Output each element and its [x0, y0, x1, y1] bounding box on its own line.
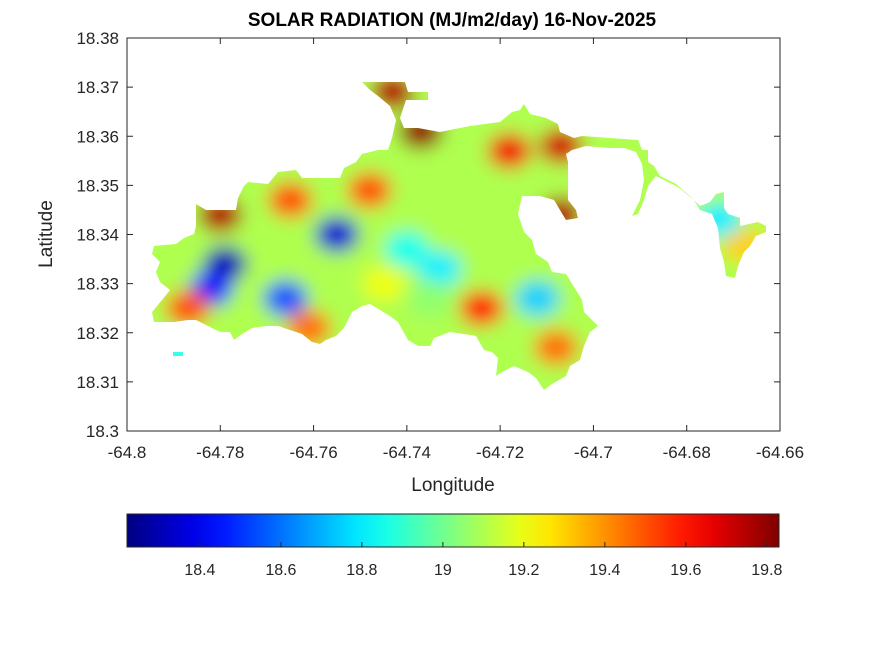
chart-title: SOLAR RADIATION (MJ/m2/day) 16-Nov-2025: [248, 10, 657, 31]
y-tick-label: 18.36: [76, 127, 119, 146]
colorbar-tick-label: 18.6: [265, 562, 296, 579]
y-tick-label: 18.33: [76, 275, 119, 294]
y-tick-label: 18.37: [76, 78, 119, 97]
contour-region: [268, 182, 313, 219]
y-tick-label: 18.35: [76, 176, 119, 195]
x-tick-label: -64.66: [756, 443, 804, 462]
colorbar-tick-label: 19: [434, 562, 452, 579]
colorbar-tick-label: 18.8: [346, 562, 377, 579]
contour-region: [487, 132, 532, 169]
colorbar-tick-label: 19.8: [751, 562, 782, 579]
y-tick-label: 18.34: [76, 226, 119, 245]
y-tick-label: 18.32: [76, 324, 119, 343]
colorbar-tick-label: 18.4: [184, 562, 215, 579]
x-tick-label: -64.72: [476, 443, 524, 462]
x-tick-label: -64.68: [663, 443, 711, 462]
colorbar-tick-label: 19.6: [670, 562, 701, 579]
contour-region: [534, 329, 579, 366]
plot-area: -64.8 -64.78 -64.76 -64.74 -64.72 -64.7 -64.68…: [76, 29, 804, 462]
colorbar-tick-label: 19.4: [589, 562, 620, 579]
colorbar-tick-label: 19.2: [508, 562, 539, 579]
y-tick-label: 18.31: [76, 373, 119, 392]
x-axis-label: Longitude: [411, 475, 494, 496]
x-tick-label: -64.78: [196, 443, 244, 462]
x-tick-label: -64.76: [289, 443, 337, 462]
x-tick-label: -64.7: [574, 443, 613, 462]
contour-region: [459, 290, 504, 327]
contour-region: [263, 280, 308, 317]
contour-region: [314, 216, 359, 253]
contour-region: [515, 280, 560, 317]
colorbar-bar: [127, 514, 779, 547]
contour-region: [417, 250, 462, 287]
y-tick-label: 18.3: [86, 422, 119, 441]
x-tick-label: -64.74: [383, 443, 431, 462]
y-axis-label: Latitude: [36, 200, 57, 268]
contour-region: [361, 265, 406, 302]
contour-region: [165, 290, 210, 327]
x-tick-label: -64.8: [108, 443, 147, 462]
colorbar-frame: [126, 513, 780, 548]
contour-region: [384, 231, 429, 268]
colorbar: 18.4 18.6 18.8 19 19.2 19.4 19.6 19.8: [126, 513, 783, 579]
y-tick-label: 18.38: [76, 29, 119, 48]
contour-region: [408, 280, 453, 317]
contour-region: [347, 172, 392, 209]
